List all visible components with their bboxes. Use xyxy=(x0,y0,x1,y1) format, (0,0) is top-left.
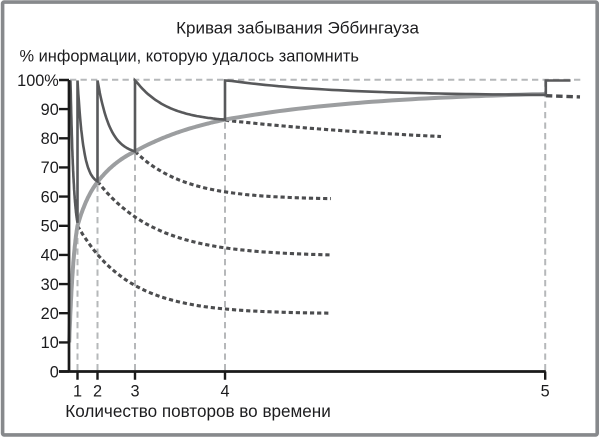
svg-text:50: 50 xyxy=(41,218,59,236)
svg-text:1: 1 xyxy=(73,383,82,401)
svg-text:3: 3 xyxy=(130,383,139,401)
svg-text:20: 20 xyxy=(41,305,59,323)
svg-text:60: 60 xyxy=(41,188,59,206)
svg-text:30: 30 xyxy=(41,276,59,294)
svg-text:Кривая забывания Эббингауза: Кривая забывания Эббингауза xyxy=(176,19,419,38)
svg-text:5: 5 xyxy=(541,383,550,401)
svg-text:2: 2 xyxy=(93,383,102,401)
svg-text:4: 4 xyxy=(220,383,229,401)
svg-text:40: 40 xyxy=(41,247,59,265)
svg-text:10: 10 xyxy=(41,334,59,352)
svg-text:80: 80 xyxy=(41,130,59,148)
svg-text:100%: 100% xyxy=(17,72,59,90)
svg-text:70: 70 xyxy=(41,159,59,177)
svg-text:Количество повторов во времени: Количество повторов во времени xyxy=(65,402,331,421)
svg-text:90: 90 xyxy=(41,101,59,119)
svg-text:% информации, которую удалось: % информации, которую удалось запомнить xyxy=(20,48,359,66)
svg-text:0: 0 xyxy=(50,363,59,381)
